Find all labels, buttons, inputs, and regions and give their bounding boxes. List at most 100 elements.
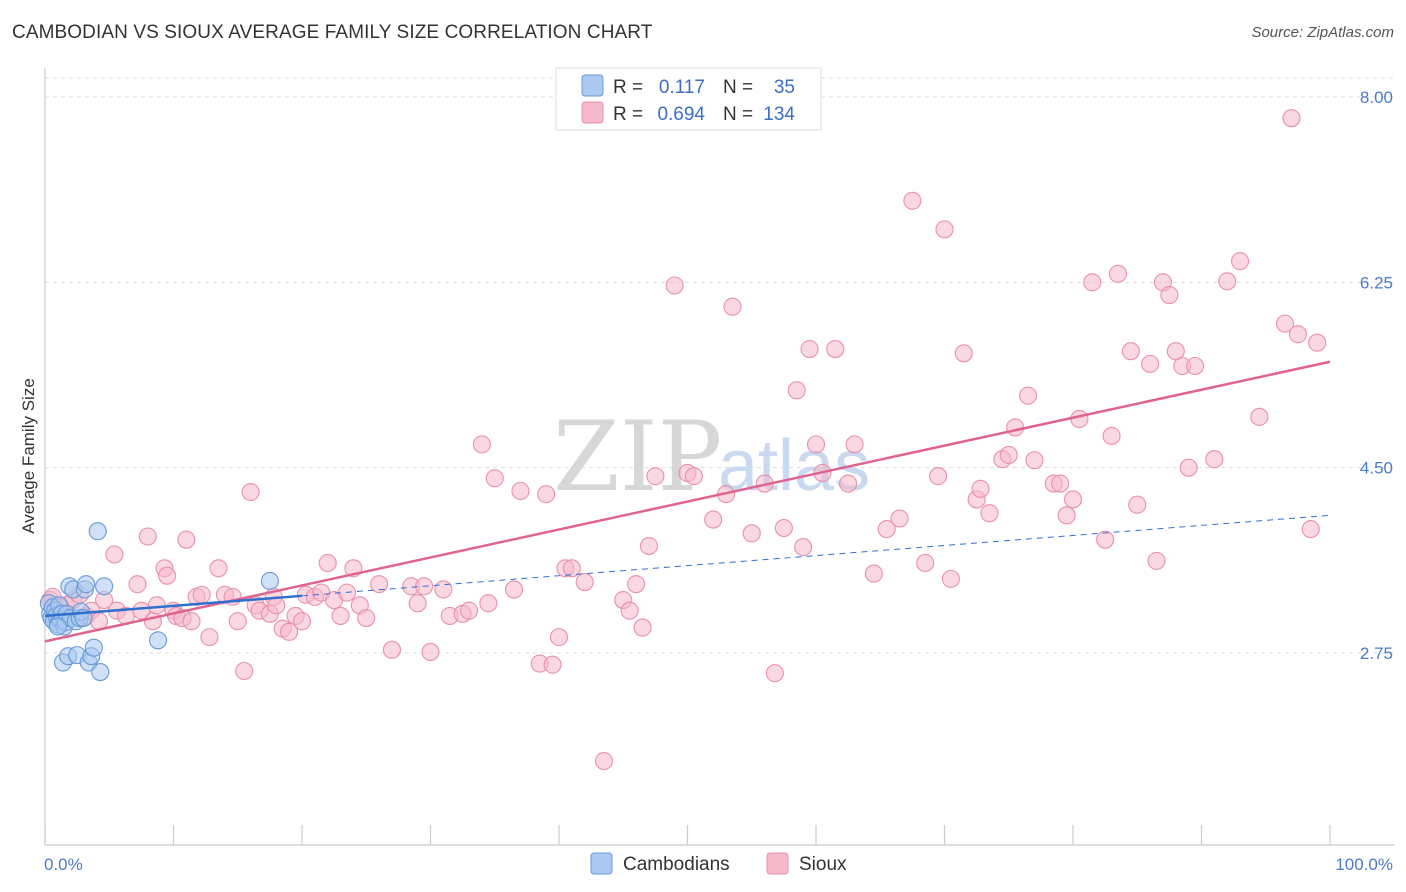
sioux-point <box>1070 409 1089 429</box>
x-axis-ticks <box>44 825 1331 845</box>
sioux-point <box>684 467 703 486</box>
sioux-point <box>1186 356 1205 376</box>
sioux-point <box>646 467 665 486</box>
sioux-point <box>877 520 896 539</box>
sioux-point <box>1051 474 1070 493</box>
sioux-point <box>1179 458 1198 477</box>
bottom-legend-swatch-sioux <box>766 852 789 875</box>
sioux-point <box>954 344 973 363</box>
sioux-point <box>941 569 960 588</box>
bottom-legend-cambodians: Cambodians <box>623 854 730 875</box>
sioux-point <box>228 612 247 631</box>
sioux-point <box>839 474 858 493</box>
sioux-point <box>620 601 639 620</box>
y-tick-label: 2.75 <box>1360 644 1393 663</box>
sioux-point <box>479 594 498 613</box>
sioux-point <box>1282 109 1301 128</box>
sioux-point <box>864 564 883 583</box>
watermark-atlas: atlas <box>718 426 870 506</box>
legend-n-label-2: N = <box>723 104 753 125</box>
trend-lines <box>44 360 1331 643</box>
cambodian-trend-line <box>44 594 303 618</box>
sioux-point <box>903 191 922 210</box>
sioux-point <box>209 559 228 578</box>
sioux-point <box>929 467 948 486</box>
sioux-point <box>1250 407 1269 426</box>
sioux-point <box>128 575 147 594</box>
sioux-point <box>1063 490 1083 509</box>
sioux-point <box>971 479 990 498</box>
sioux-point <box>241 482 260 502</box>
cambodian-point <box>95 577 114 596</box>
sioux-point <box>331 606 350 625</box>
sioux-point <box>318 553 337 573</box>
sioux-point <box>999 445 1018 465</box>
sioux-point <box>138 527 157 546</box>
sioux-point <box>1301 520 1320 539</box>
x-tick-label-min: 0.0% <box>44 855 83 874</box>
cambodian-point <box>91 663 110 682</box>
sioux-trend-line <box>44 360 1331 643</box>
sioux-point <box>105 545 124 564</box>
sioux-point <box>1147 551 1166 570</box>
sioux-point <box>1121 342 1140 361</box>
sioux-point <box>794 538 813 557</box>
legend-n-value-2: 134 <box>763 104 795 125</box>
sioux-point <box>1288 325 1307 344</box>
bottom-legend-sioux: Sioux <box>799 854 847 875</box>
sioux-point <box>627 575 646 594</box>
sioux-point <box>280 622 299 641</box>
sioux-point <box>742 524 761 543</box>
y-tick-labels: 2.75 4.50 6.25 8.00 <box>1360 88 1393 663</box>
sioux-point <box>511 481 530 501</box>
sioux-point <box>421 642 440 661</box>
sioux-point <box>1160 285 1179 305</box>
sioux-point <box>562 559 581 578</box>
sioux-point <box>916 553 935 573</box>
sioux-point <box>806 435 826 454</box>
y-axis-label: Average Family Size <box>19 378 38 534</box>
sioux-point <box>537 485 556 504</box>
cambodian-point <box>260 571 279 591</box>
sioux-point <box>639 536 659 556</box>
sioux-point <box>382 640 402 659</box>
sioux-point <box>1205 450 1224 469</box>
legend-r-value-2: 0.694 <box>657 104 705 125</box>
sioux-point <box>147 596 166 615</box>
sioux-point <box>1231 252 1250 271</box>
cambodian-point <box>77 575 96 594</box>
sioux-point <box>1141 354 1160 373</box>
sioux-point <box>370 575 389 594</box>
sioux-point <box>485 469 504 488</box>
y-tick-label: 8.00 <box>1360 88 1393 107</box>
sioux-point <box>504 580 524 599</box>
sioux-point <box>1275 314 1295 333</box>
legend-n-label-1: N = <box>723 77 753 98</box>
sioux-point <box>723 297 742 316</box>
sioux-point <box>143 612 162 631</box>
chart-title: CAMBODIAN VS SIOUX AVERAGE FAMILY SIZE C… <box>12 22 653 43</box>
sioux-point <box>1128 495 1147 514</box>
cambodian-point <box>149 631 168 650</box>
sioux-point <box>1108 264 1128 283</box>
sioux-point <box>575 572 594 592</box>
sioux-point <box>633 618 652 637</box>
sioux-point <box>935 220 954 239</box>
bottom-legend-swatch-cambodians <box>590 852 613 875</box>
sioux-point <box>594 751 614 771</box>
sioux-point <box>774 518 793 538</box>
sioux-point <box>1102 426 1121 445</box>
legend-swatch-cambodians <box>581 74 604 97</box>
sioux-point <box>192 585 211 604</box>
sioux-point <box>1025 451 1044 470</box>
legend-n-value-1: 35 <box>774 77 795 98</box>
sioux-point <box>1006 418 1025 437</box>
sioux-point <box>549 628 569 647</box>
sioux-point <box>472 435 491 454</box>
sioux-point <box>980 504 999 523</box>
legend-r-label-1: R = <box>613 77 643 98</box>
sioux-point <box>800 340 819 359</box>
sioux-point <box>434 580 453 599</box>
x-tick-label-max: 100.0% <box>1335 855 1393 874</box>
